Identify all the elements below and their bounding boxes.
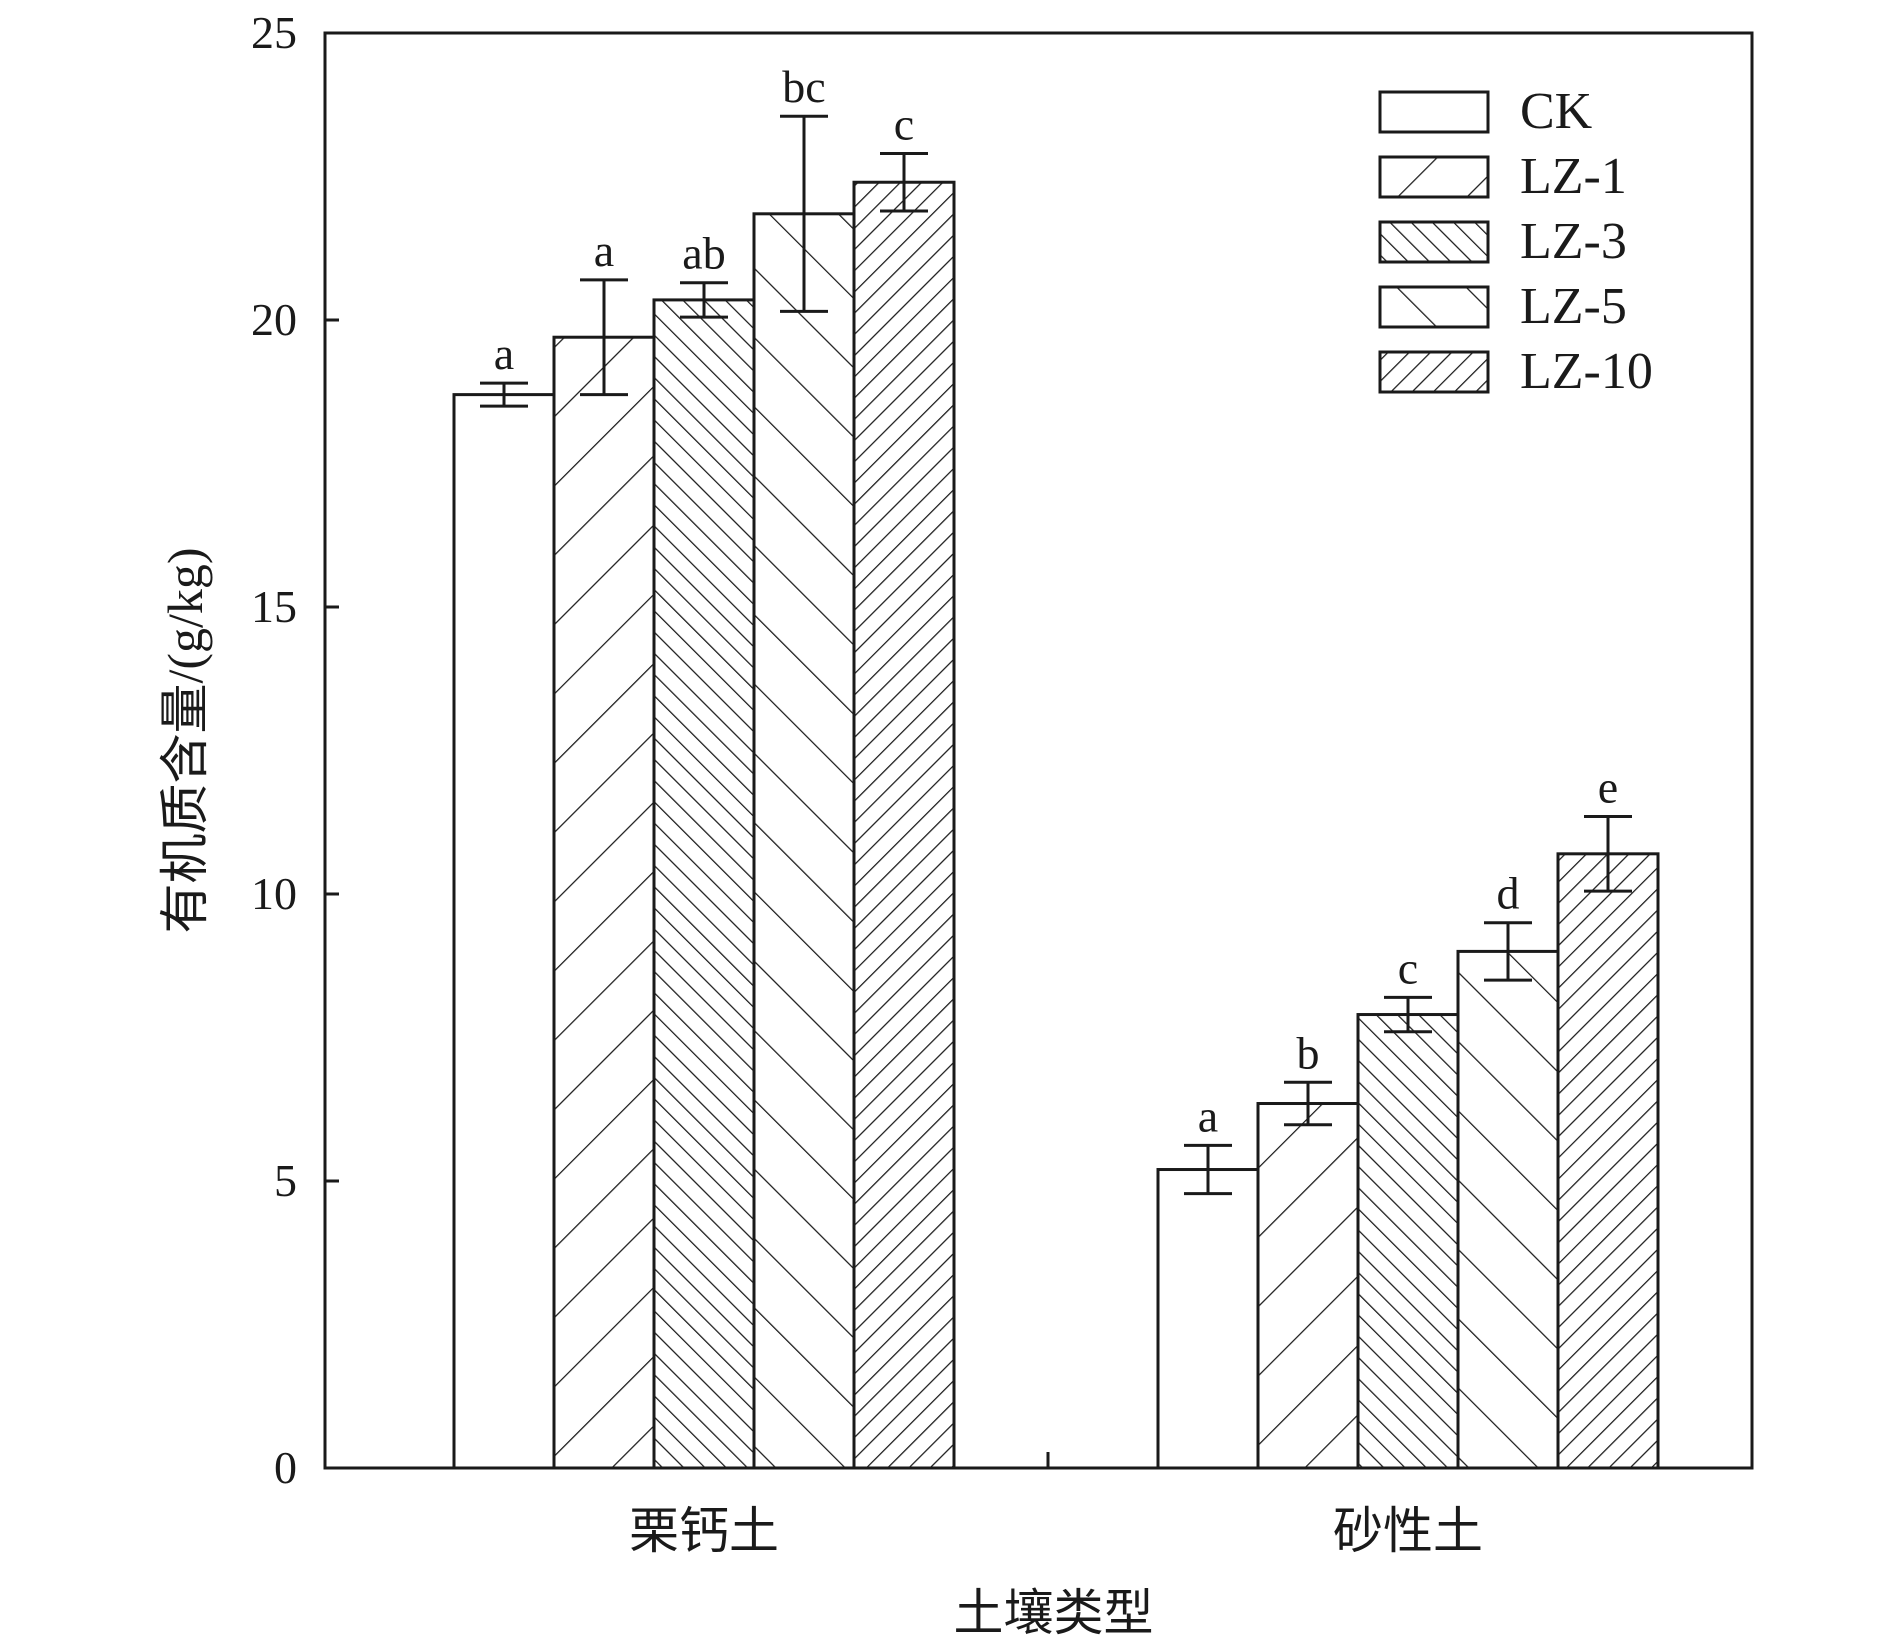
legend-label: LZ-10 [1520,343,1653,400]
significance-letter: d [1497,868,1520,919]
y-tick-label: 20 [251,294,297,345]
y-axis: 0 5 10 15 20 25 [251,7,339,1493]
error-bars-layer [480,114,1632,1196]
bar [752,212,856,1470]
legend-label: CK [1520,83,1593,140]
bar [852,180,956,1470]
x-axis: 栗钙土 砂性土 [629,1452,1483,1559]
bar [1356,1013,1460,1470]
legend-label: LZ-5 [1520,278,1627,335]
x-axis-title: 土壤类型 [954,1585,1154,1641]
y-tick-label: 5 [274,1155,297,1206]
legend: CK LZ-1 LZ-3 LZ-5 LZ-10 [1378,83,1653,400]
x-category-label: 砂性土 [1333,1503,1483,1559]
x-category-label: 栗钙土 [629,1503,779,1559]
legend-swatch [1378,220,1490,264]
bar [652,298,756,1470]
legend-swatch [1378,350,1490,394]
y-tick-label: 10 [251,868,297,919]
significance-letter: c [894,99,914,150]
legend-label: LZ-3 [1520,213,1627,270]
y-tick-label: 25 [251,7,297,58]
y-axis-title: 有机质含量/(g/kg) [157,547,213,933]
legend-label: LZ-1 [1520,148,1627,205]
y-tick-label: 15 [251,581,297,632]
legend-swatch [1378,285,1490,329]
bar [1156,1168,1260,1470]
bar [1256,1102,1360,1470]
significance-letter: a [594,225,614,276]
significance-letter: bc [782,61,825,112]
significance-letter: c [1398,942,1418,993]
plot-frame [323,31,1754,1470]
y-tick-label: 0 [274,1442,297,1493]
significance-letter: b [1297,1027,1320,1078]
significance-letter: ab [682,228,725,279]
significance-letter: a [1198,1090,1218,1141]
bar [452,393,556,1470]
bar [1556,852,1660,1470]
significance-letter: a [494,328,514,379]
significance-letter: e [1598,762,1618,813]
legend-swatch [1378,90,1490,134]
bar [1456,949,1560,1470]
bar [552,335,656,1470]
legend-swatch [1378,155,1490,199]
